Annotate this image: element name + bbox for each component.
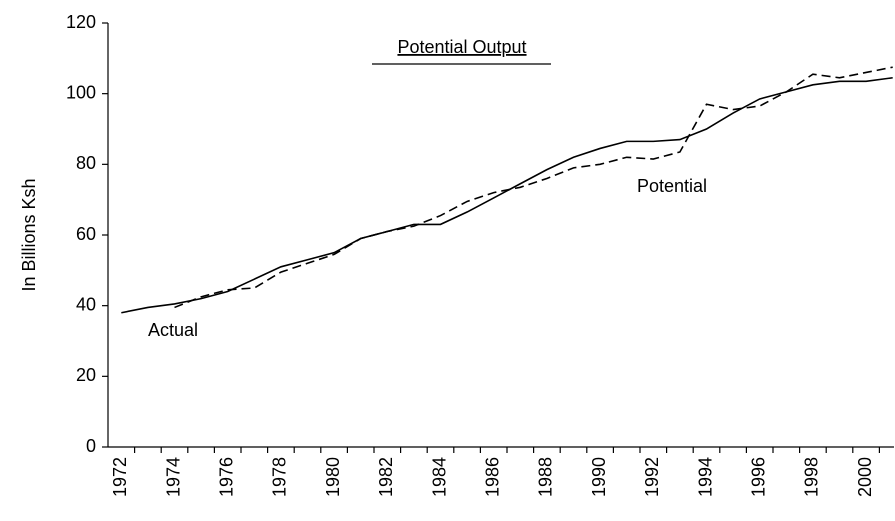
x-tick-label: 1974	[163, 457, 183, 497]
x-tick-label: 1998	[802, 457, 822, 497]
x-tick-label: 1984	[429, 457, 449, 497]
x-tick-label: 1980	[323, 457, 343, 497]
x-tick-label: 1982	[376, 457, 396, 497]
series-label: Potential	[637, 176, 707, 196]
y-tick-label: 120	[66, 12, 96, 32]
x-tick-label: 2000	[855, 457, 875, 497]
x-tick-label: 1978	[270, 457, 290, 497]
y-tick-label: 0	[86, 436, 96, 456]
y-tick-label: 100	[66, 82, 96, 102]
chart-title: Potential Output	[397, 37, 526, 57]
y-tick-label: 60	[76, 224, 96, 244]
y-tick-label: 80	[76, 153, 96, 173]
y-tick-label: 40	[76, 294, 96, 314]
series-line	[121, 76, 893, 314]
y-axis-label: In Billions Ksh	[19, 178, 39, 291]
y-tick-label: 20	[76, 365, 96, 385]
x-tick-label: 1976	[216, 457, 236, 497]
series-line	[174, 66, 893, 309]
x-tick-label: 1996	[748, 457, 768, 497]
series-label: Actual	[148, 320, 198, 340]
x-tick-label: 1990	[589, 457, 609, 497]
x-tick-label: 1972	[110, 457, 130, 497]
x-tick-label: 1986	[482, 457, 502, 497]
x-tick-label: 1988	[536, 457, 556, 497]
x-tick-label: 1994	[695, 457, 715, 497]
x-tick-label: 1992	[642, 457, 662, 497]
